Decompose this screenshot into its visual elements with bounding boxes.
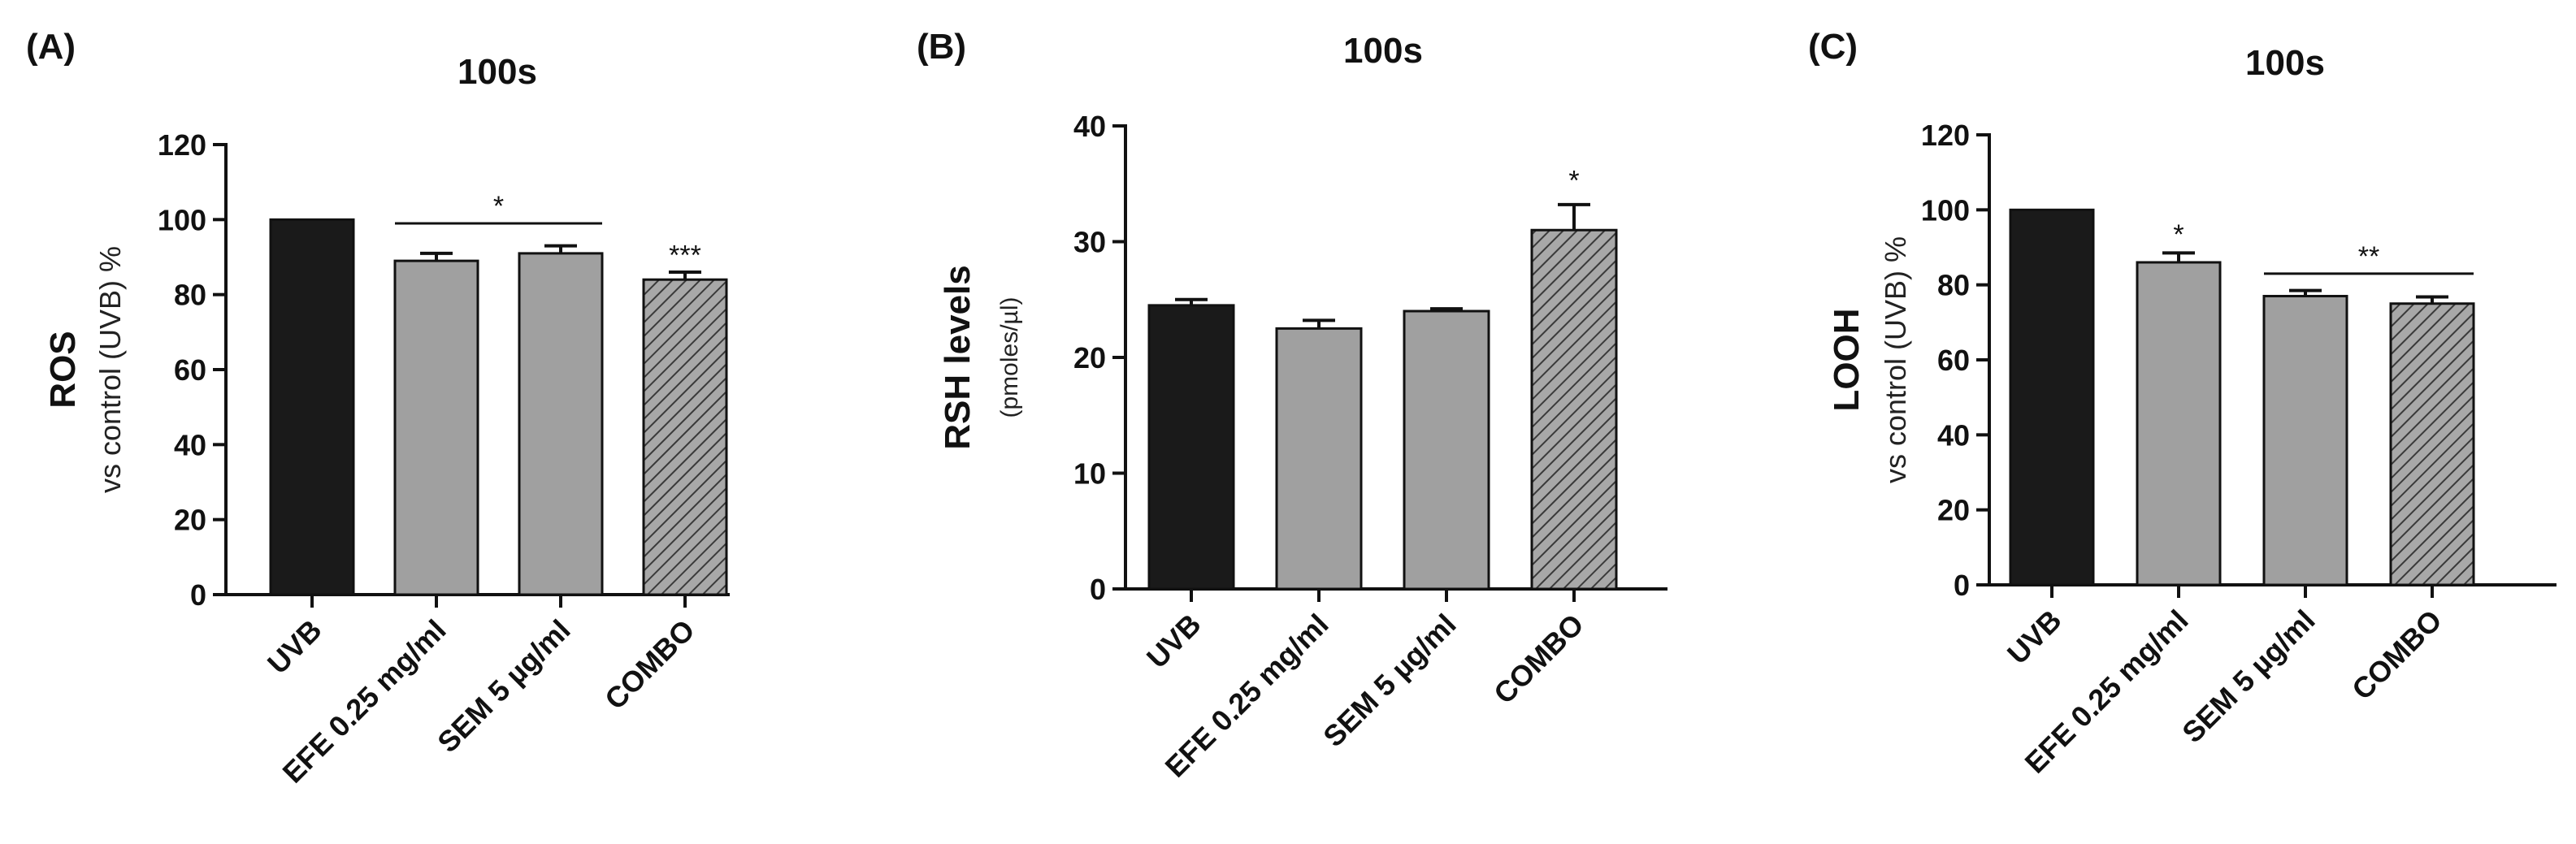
chart-panel-b: (B) 100s RSH levels (pmoles/µl) 0 10 20 30 40 UVB… [917,27,1667,784]
y-axis-label-main: RSH levels [938,265,978,449]
bar-3 [1403,309,1490,591]
y-axis-label-sub: (pmoles/µl) [996,297,1023,418]
x-tick-label: COMBO [2345,604,2448,707]
chart-panel-a: (A) 100s ROS vs control (UVB) % 0 20 40 60 80 100… [26,27,730,790]
x-tick-label: UVB [1140,608,1208,675]
panel-label: (B) [917,27,966,67]
x-tick-label: SEM 5 µg/ml [431,613,576,759]
y-tick-label: 60 [1937,344,1970,377]
y-tick-label: 60 [174,353,206,387]
x-tick-label: COMBO [1487,608,1590,711]
bar-2 [1275,327,1363,591]
x-tick-label: UVB [2001,604,2068,671]
significance-label: *** [669,240,701,271]
bar-1 [2009,208,2095,586]
y-tick-label: 20 [174,504,206,537]
y-tick-label: 40 [174,428,206,461]
y-axis-label-main: ROS [43,331,83,408]
x-tick-label: SEM 5 µg/ml [1316,608,1462,753]
y-tick-label: 80 [1937,269,1970,302]
y-tick-label: 40 [1073,110,1106,143]
x-tick-label: SEM 5 µg/ml [2175,604,2321,749]
y-tick-label: 0 [1090,573,1106,606]
bar-4 [642,278,728,596]
x-tick-label: COMBO [598,613,701,716]
y-tick-label: 100 [1921,193,1970,227]
chart-panel-c: (C) 100s LOOH vs control (UVB) % 0 20 40 60 80 10… [1808,27,2556,780]
bar-4 [2389,302,2475,586]
bar-1 [269,218,355,596]
significance-label: ** [2358,241,2379,272]
significance-label: * [1568,165,1579,196]
panel-label: (A) [26,27,76,67]
bar-4 [1530,228,1618,591]
y-tick-label: 120 [158,128,206,162]
y-tick-label: 20 [1073,341,1106,374]
y-tick-label: 10 [1073,457,1106,491]
y-tick-label: 80 [174,279,206,312]
y-tick-label: 120 [1921,119,1970,152]
y-axis-label-sub: vs control (UVB) % [93,246,127,493]
y-axis-label-main: LOOH [1827,308,1867,411]
bar-2 [2136,261,2222,586]
bar-3 [2262,295,2348,586]
chart-title: 100s [1343,31,1423,71]
y-tick-label: 20 [1937,494,1970,527]
x-tick-label: UVB [261,613,328,681]
y-axis-label-sub: vs control (UVB) % [1879,236,1912,483]
y-tick-label: 30 [1073,226,1106,259]
y-tick-label: 0 [1954,569,1970,602]
bar-1 [1147,304,1235,591]
bar-2 [393,259,479,596]
panel-label: (C) [1808,27,1858,67]
bar-3 [518,252,604,596]
chart-title: 100s [458,52,537,92]
y-tick-label: 0 [190,578,206,612]
y-tick-label: 100 [158,203,206,236]
chart-title: 100s [2245,43,2325,83]
y-tick-label: 40 [1937,418,1970,452]
significance-label: * [2173,219,2184,250]
significance-label: * [493,191,504,222]
